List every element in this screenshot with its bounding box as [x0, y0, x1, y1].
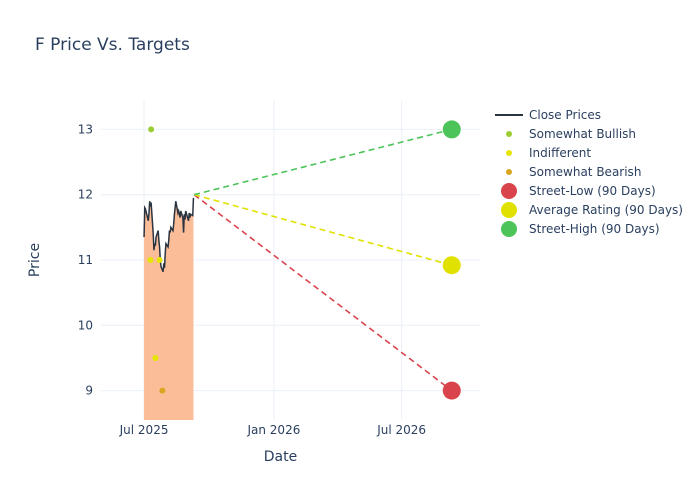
average-rating-target-line	[193, 193, 452, 266]
average-rating-target-marker	[442, 256, 461, 275]
x-tick-label: Jul 2025	[119, 423, 169, 437]
plot-marks	[143, 120, 461, 420]
chart-title: F Price Vs. Targets	[35, 35, 190, 55]
indifferent-rating-marker	[152, 354, 159, 361]
legend-label-somewhat-bullish: Somewhat Bullish	[529, 127, 636, 141]
legend-swatch-somewhat-bullish	[506, 131, 512, 137]
close-price-area	[144, 197, 194, 420]
x-tick-label: Jan 2026	[246, 423, 300, 437]
x-axis-title: Date	[264, 449, 297, 465]
y-tick-label: 11	[78, 253, 93, 267]
legend-swatch-somewhat-bearish	[506, 169, 512, 175]
indifferent-rating-marker	[147, 257, 154, 263]
legend-swatch-indifferent	[506, 150, 512, 156]
legend-swatch-street-low-90-days	[501, 183, 517, 199]
street-high-target-line	[193, 128, 452, 196]
legend-label-street-low-90-days: Street-Low (90 Days)	[529, 184, 656, 198]
x-axis-ticks: Jul 2025 Jan 2026 Jul 2026	[119, 423, 426, 437]
street-high-target-marker	[442, 120, 461, 139]
street-low-target-line	[193, 194, 453, 392]
legend-label-close-prices: Close Prices	[529, 108, 601, 122]
legend-label-average-rating-90-days: Average Rating (90 Days)	[529, 203, 683, 217]
legend-label-indifferent: Indifferent	[529, 146, 591, 160]
somewhat-bullish-rating-marker	[148, 126, 155, 133]
legend: Close Prices Somewhat Bullish Indifferent S…	[495, 108, 683, 237]
indifferent-rating-marker	[156, 257, 163, 263]
close-price-line	[143, 197, 195, 273]
y-tick-label: 10	[78, 318, 93, 332]
legend-label-somewhat-bearish: Somewhat Bearish	[529, 165, 641, 179]
y-tick-label: 9	[85, 384, 93, 398]
legend-swatch-average-rating-90-days	[501, 202, 517, 218]
street-low-target-marker	[442, 381, 461, 400]
x-tick-label: Jul 2026	[376, 423, 426, 437]
legend-label-street-high-90-days: Street-High (90 Days)	[529, 222, 660, 236]
y-tick-label: 12	[78, 188, 93, 202]
y-axis-title: Price	[27, 243, 43, 277]
y-tick-label: 13	[78, 122, 93, 136]
y-axis-ticks: 9 10 11 12 13	[78, 122, 93, 397]
legend-swatch-street-high-90-days	[501, 221, 517, 237]
somewhat-bearish-rating-marker	[159, 387, 166, 394]
